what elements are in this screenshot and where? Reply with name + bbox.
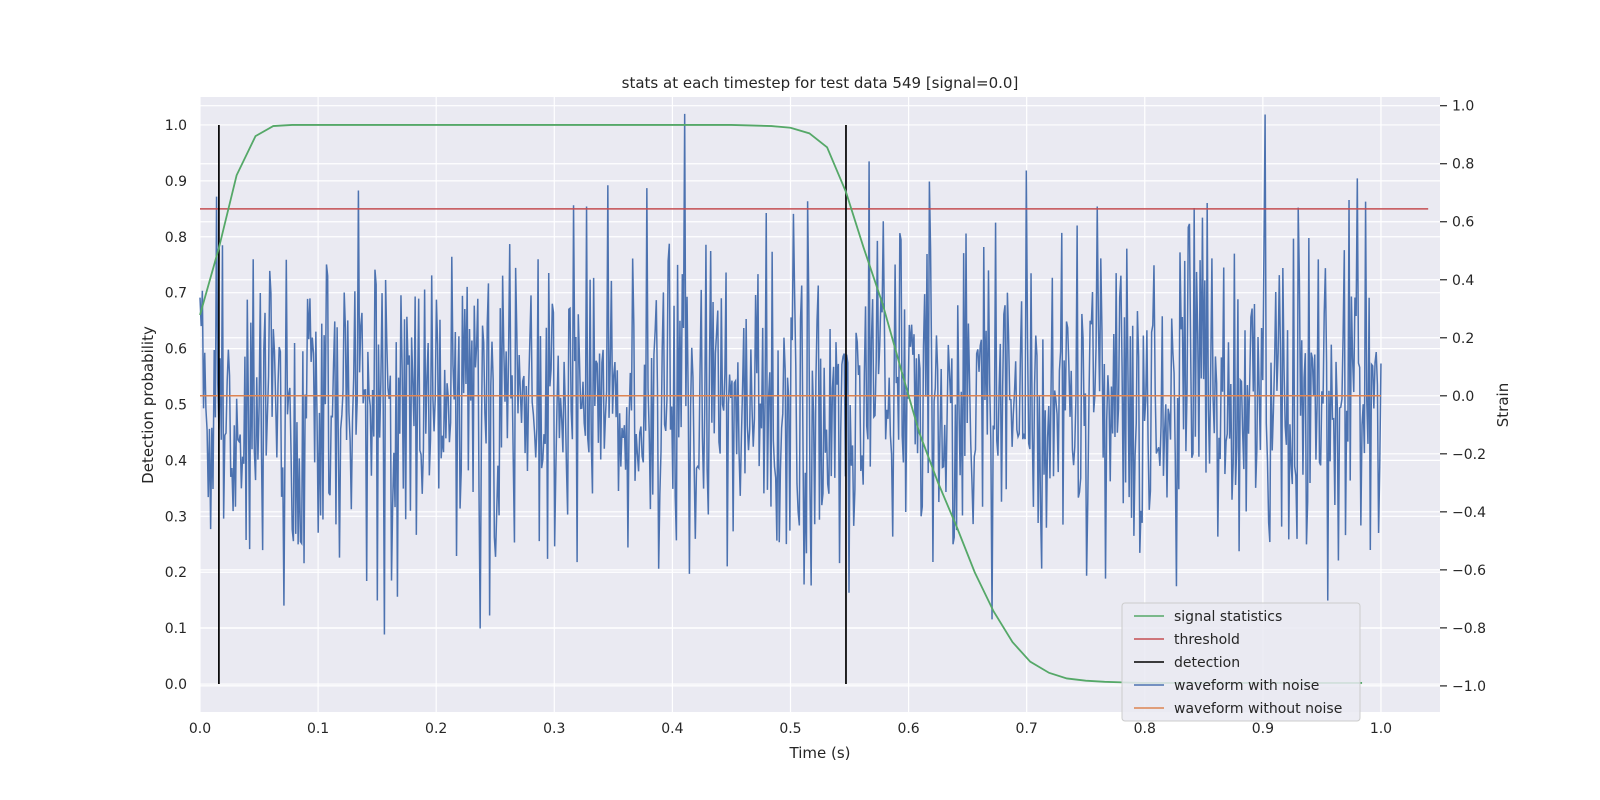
y2-tick-label: −1.0 xyxy=(1452,679,1486,695)
x-tick-label: 0.9 xyxy=(1252,721,1274,737)
y2-tick-label: 1.0 xyxy=(1452,99,1474,115)
y-tick-label: 0.0 xyxy=(165,677,187,693)
y2-tick-label: 0.8 xyxy=(1452,157,1474,173)
x-tick-label: 0.5 xyxy=(779,721,801,737)
chart-title: stats at each timestep for test data 549… xyxy=(622,74,1019,92)
y-tick-label: 0.1 xyxy=(165,621,187,637)
x-tick-label: 0.8 xyxy=(1134,721,1156,737)
y2-tick-label: 0.6 xyxy=(1452,215,1474,231)
y2-tick-label: −0.6 xyxy=(1452,563,1486,579)
y2-tick-label: 0.2 xyxy=(1452,331,1474,347)
x-tick-label: 0.4 xyxy=(661,721,683,737)
x-tick-label: 0.6 xyxy=(897,721,919,737)
x-tick-label: 0.3 xyxy=(543,721,565,737)
x-tick-label: 0.2 xyxy=(425,721,447,737)
legend-box xyxy=(1121,602,1361,722)
series-waveform-with-noise xyxy=(199,113,1382,635)
x-axis-title: Time (s) xyxy=(789,744,851,762)
y2-tick-label: 0.0 xyxy=(1452,389,1474,405)
legend-label-threshold: threshold xyxy=(1174,632,1240,648)
x-tick-label: 0.7 xyxy=(1016,721,1038,737)
y-tick-label: 0.4 xyxy=(165,453,187,469)
y-tick-label: 0.5 xyxy=(165,398,187,414)
y-tick-label: 0.6 xyxy=(165,342,187,358)
y-tick-label: 1.0 xyxy=(165,118,187,134)
y-axis-title: Detection probability xyxy=(139,326,157,484)
legend-label-signal-statistics: signal statistics xyxy=(1174,609,1282,625)
y-tick-label: 0.7 xyxy=(165,286,187,302)
series-signal-statistics xyxy=(199,124,1363,684)
legend-label-detection: detection xyxy=(1174,655,1240,671)
y-tick-label: 0.2 xyxy=(165,565,187,581)
ticks-layer: 0.0 0.1 0.2 0.3 0.4 0.5 0.6 0.7 0.8 0.9 1.0 0.0 0.1 0… xyxy=(165,99,1486,737)
y-tick-label: 0.9 xyxy=(165,174,187,190)
y-tick-label: 0.3 xyxy=(165,509,187,525)
legend-label-waveform-with-noise: waveform with noise xyxy=(1174,678,1319,694)
series-layer xyxy=(199,113,1429,685)
x-tick-label: 0.0 xyxy=(189,721,211,737)
legend-label-waveform-without-noise: waveform without noise xyxy=(1174,701,1342,717)
y2-tick-label: −0.2 xyxy=(1452,447,1486,463)
y2-tick-label: −0.8 xyxy=(1452,621,1486,637)
y-tick-label: 0.8 xyxy=(165,230,187,246)
y2-tick-label: 0.4 xyxy=(1452,273,1474,289)
y2-axis-title: Strain xyxy=(1494,383,1512,427)
x-tick-label: 0.1 xyxy=(307,721,329,737)
y2-tick-label: −0.4 xyxy=(1452,505,1486,521)
x-tick-label: 1.0 xyxy=(1370,721,1392,737)
legend: signal statistics threshold detection wa… xyxy=(1121,602,1361,722)
